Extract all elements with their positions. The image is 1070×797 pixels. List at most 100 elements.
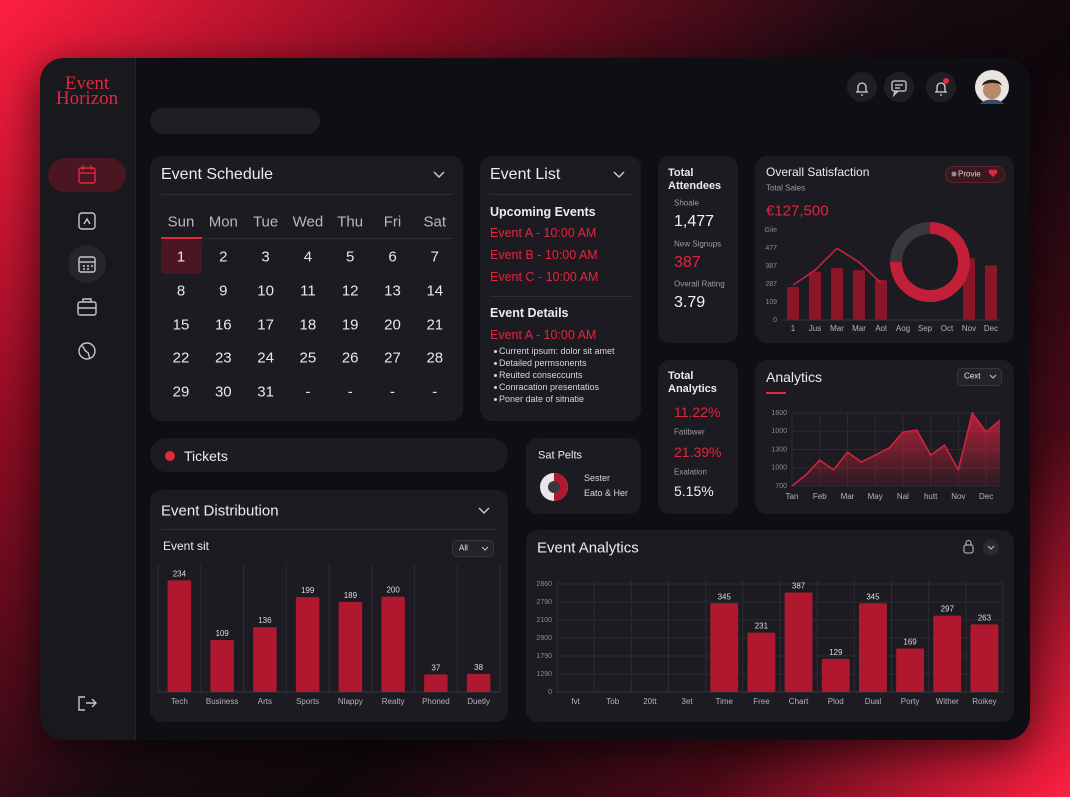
- tickets-label: Tickets: [184, 447, 228, 464]
- divider: [161, 529, 498, 530]
- y-tick-label: 1790: [536, 653, 552, 660]
- detail-event: Event A - 10:00 AM: [490, 327, 597, 342]
- detail-item: Reuited conseccunts: [499, 369, 583, 380]
- bullet: [494, 350, 497, 353]
- x-tick-label: Mar: [852, 324, 866, 333]
- event-list-card: [480, 156, 641, 421]
- area-line: [791, 412, 1001, 487]
- y-tick-label: 109: [765, 299, 777, 306]
- value-label: 263: [978, 613, 992, 622]
- divider: [490, 296, 632, 297]
- dropdown[interactable]: [452, 540, 494, 557]
- x-tick-label: Chart: [789, 697, 809, 706]
- value-label: 231: [755, 622, 769, 631]
- stat-label: Fatibwer: [674, 427, 705, 437]
- badge-text: Provie: [958, 169, 981, 179]
- chevron: [481, 546, 489, 551]
- bullet: [494, 398, 497, 401]
- x-tick-label: Tech: [171, 697, 188, 706]
- bullet: [494, 386, 497, 389]
- x-tick-label: Sep: [918, 324, 933, 333]
- calendar-day: -: [432, 383, 438, 401]
- divider: [161, 238, 453, 239]
- card-title: Sat Pelts: [538, 449, 583, 462]
- stat-label: Overall Rating: [674, 279, 725, 289]
- tickets-bar[interactable]: [150, 438, 508, 472]
- value-label: 345: [718, 592, 732, 601]
- x-tick-label: Arts: [258, 697, 272, 706]
- calendar-day: 12: [341, 282, 359, 300]
- chevron: [989, 374, 997, 379]
- x-tick-label: Oct: [941, 324, 954, 333]
- bar: [830, 268, 844, 320]
- value-label: 129: [829, 648, 843, 657]
- x-tick-label: Dec: [984, 324, 998, 333]
- bar: [784, 592, 813, 692]
- bullet: [494, 374, 497, 377]
- nav-active[interactable]: [48, 158, 126, 192]
- x-tick-label: fvt: [571, 697, 580, 706]
- detail-item: Conracation presentatios: [499, 381, 600, 392]
- selected-day[interactable]: [161, 240, 202, 274]
- value-label: 199: [301, 586, 315, 595]
- weekday: Sat: [423, 213, 447, 231]
- bar: [852, 270, 866, 320]
- calendar-day: 3: [261, 248, 270, 266]
- calendar-day: 8: [176, 282, 186, 300]
- y-tick-label: 2790: [536, 599, 552, 606]
- bar: [424, 674, 448, 692]
- value-label: 297: [941, 605, 955, 614]
- calendar-day: 4: [303, 248, 313, 266]
- dropdown[interactable]: [957, 368, 1002, 386]
- upcoming-event: Event B - 10:00 AM: [490, 247, 598, 262]
- stat-label: New Signups: [674, 238, 722, 248]
- subtitle: Total Sales: [766, 183, 806, 193]
- bar: [167, 580, 192, 692]
- brand: Horizon: [55, 88, 119, 110]
- x-tick-label: Feb: [813, 492, 827, 501]
- weekday: Thu: [337, 213, 364, 231]
- y-tick-label: 2100: [536, 617, 552, 624]
- value-label: 200: [386, 586, 400, 595]
- chart-subtitle: Event sit: [163, 539, 210, 554]
- section-heading: Event Details: [490, 305, 569, 320]
- status-dot: [165, 451, 175, 461]
- y-tick-label: 477: [765, 245, 777, 252]
- y-tick-label: 387: [765, 263, 777, 270]
- calendar-day: 10: [257, 282, 274, 300]
- x-tick-label: Time: [716, 697, 734, 706]
- donut-slice: [890, 222, 970, 302]
- x-tick-label: 3et: [682, 697, 694, 706]
- x-tick-label: Business: [206, 697, 238, 706]
- x-tick-label: Wither: [936, 697, 959, 706]
- x-tick-label: 20tt: [643, 697, 657, 706]
- stat-value: 21.39%: [674, 443, 722, 460]
- divider: [490, 194, 632, 195]
- dropdown-text: All: [459, 543, 468, 553]
- chevron[interactable]: [433, 171, 445, 179]
- x-tick-label: Aol: [875, 324, 887, 333]
- chevron[interactable]: [478, 507, 490, 515]
- value-label: 169: [903, 638, 917, 647]
- y-tick-label: 1290: [536, 671, 552, 678]
- x-tick-label: Plod: [828, 697, 844, 706]
- chevron[interactable]: [613, 171, 625, 179]
- calendar-day: 28: [426, 349, 444, 367]
- line: [792, 247, 882, 286]
- calendar-day: 20: [384, 315, 401, 333]
- value-label: 234: [173, 570, 187, 579]
- nav-hover[interactable]: [68, 245, 106, 283]
- search-box[interactable]: [150, 108, 320, 134]
- distribution-chart: Tech Business Arts Sports Nlappy Realty Phoned…: [157, 564, 501, 706]
- section-heading: Upcoming Events: [490, 204, 596, 219]
- x-tick-label: Aog: [896, 324, 910, 333]
- card-title: Overall Satisfaction: [766, 165, 870, 180]
- bar: [210, 640, 234, 692]
- day-underline: [161, 237, 202, 239]
- y-tick-label: Gile: [765, 227, 778, 234]
- sat-pelts-card: [526, 438, 641, 514]
- weekday: Wed: [292, 213, 324, 231]
- card-tools[interactable]: [960, 538, 1010, 558]
- bullet: [494, 362, 497, 365]
